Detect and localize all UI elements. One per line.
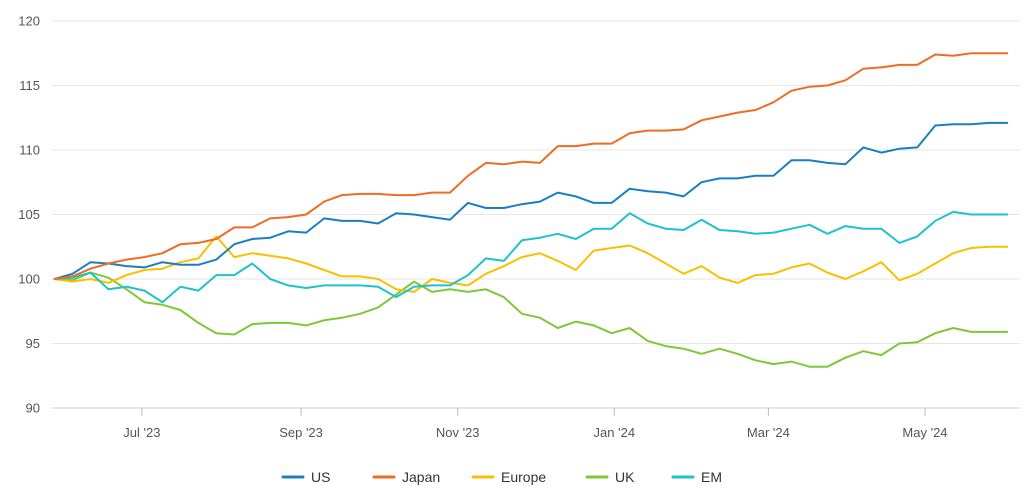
y-tick-label: 90 <box>26 401 40 416</box>
x-tick-label: May '24 <box>902 425 947 440</box>
series-line-japan <box>53 52 1009 280</box>
legend-label-uk: UK <box>615 469 635 485</box>
series-line-em <box>53 210 1009 304</box>
x-tick-label: Mar '24 <box>747 425 790 440</box>
series-line-uk <box>53 271 1009 368</box>
legend-label-japan: Japan <box>402 469 440 485</box>
legend: US Japan Europe UK EM <box>281 469 722 485</box>
y-tick-label: 120 <box>18 14 40 29</box>
legend-label-us: US <box>311 469 330 485</box>
x-tick-label: Jan '24 <box>594 425 636 440</box>
x-tick-label: Jul '23 <box>123 425 160 440</box>
x-axis: Jul '23 Sep '23 Nov '23 Jan '24 Mar '24 May '… <box>123 408 948 440</box>
gridlines <box>52 20 1020 409</box>
series-lines <box>53 52 1009 368</box>
x-tick-label: Nov '23 <box>436 425 480 440</box>
y-tick-label: 115 <box>19 78 40 93</box>
y-tick-label: 105 <box>18 207 40 222</box>
x-tick-label: Sep '23 <box>279 425 323 440</box>
y-tick-label: 100 <box>18 272 40 287</box>
legend-label-em: EM <box>701 469 722 485</box>
series-line-us <box>53 121 1009 280</box>
y-tick-label: 95 <box>26 336 40 351</box>
y-tick-label: 110 <box>19 143 40 158</box>
y-axis: 90 95 100 105 110 115 120 <box>18 14 40 416</box>
legend-label-europe: Europe <box>501 469 546 485</box>
